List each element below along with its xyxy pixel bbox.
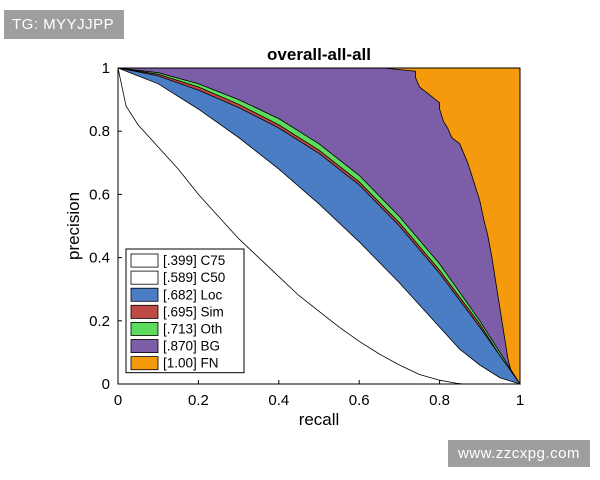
y-tick-label: 1 — [102, 60, 110, 77]
x-tick-label: 0 — [114, 392, 122, 409]
x-tick-label: 0.8 — [429, 392, 450, 409]
legend-swatch-bg — [130, 339, 159, 354]
legend-label-bg: [.870] BG — [163, 339, 220, 354]
legend-label-c50: [.589] C50 — [163, 270, 225, 285]
legend-swatch-sim — [130, 304, 159, 319]
legend-label-sim: [.695] Sim — [163, 304, 224, 319]
legend-swatch-oth — [130, 321, 159, 336]
y-tick-label: 0.2 — [89, 313, 110, 330]
legend-swatch-loc — [130, 287, 159, 302]
x-tick-label: 0.4 — [268, 392, 289, 409]
y-tick-label: 0.8 — [89, 123, 110, 140]
x-axis-label: recall — [299, 410, 340, 429]
watermark-top-left: TG: MYYJJPP — [4, 10, 125, 39]
legend-swatch-c75 — [130, 253, 159, 268]
axes: 0 0.2 0.4 0.6 0.8 1 0 0.2 0.4 0.6 0.8 1 — [89, 60, 524, 409]
legend: [.399] C75 [.589] C50 [.682] Loc [.695] Sim… — [125, 248, 245, 374]
legend-swatch-c50 — [130, 270, 159, 285]
y-axis-label: precision — [64, 192, 83, 260]
x-tick-label: 0.2 — [188, 392, 209, 409]
y-tick-label: 0.4 — [89, 250, 110, 267]
y-tick-label: 0.6 — [89, 186, 110, 203]
x-tick-label: 1 — [516, 392, 524, 409]
legend-label-c75: [.399] C75 — [163, 253, 225, 268]
legend-label-loc: [.682] Loc — [163, 287, 223, 302]
legend-swatch-fn — [130, 356, 159, 371]
y-tick-label: 0 — [102, 376, 110, 393]
watermark-bottom-right: www.zzcxpg.com — [447, 440, 590, 467]
chart-title: overall-all-all — [267, 45, 371, 64]
legend-label-fn: [1.00] FN — [163, 356, 219, 371]
x-tick-label: 0.6 — [349, 392, 370, 409]
legend-label-oth: [.713] Oth — [163, 322, 222, 337]
plot-frame — [117, 67, 521, 385]
